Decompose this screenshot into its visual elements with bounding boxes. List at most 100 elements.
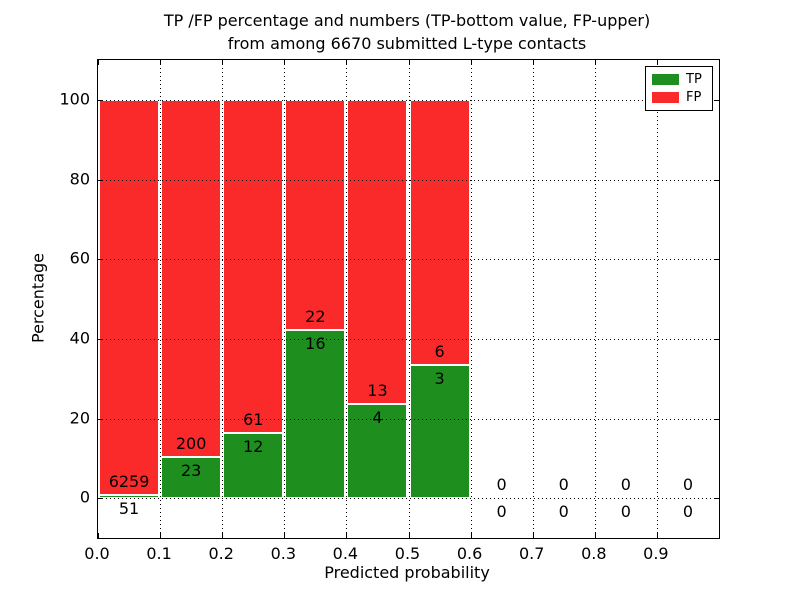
y-tick-mark [98,179,103,181]
tp-count-label: 0 [682,502,694,522]
bar-fp-segment [285,99,346,331]
tp-count-label: 51 [118,498,140,518]
v-gridline [470,60,472,538]
tp-count-label: 0 [496,502,507,522]
fp-count-label: 61 [243,409,264,429]
tp-color-swatch [652,73,679,85]
y-tick-label: 80 [69,169,90,188]
y-tick-mark [98,99,103,101]
x-tick-mark [346,533,348,538]
fp-count-label: 200 [175,434,207,454]
x-tick-mark [532,533,534,538]
plot-area: 6259 51 200 23 61 12 22 16 13 4 6 3 0 0 0 0 0 0 0 0 [97,59,720,539]
v-gridline [284,60,286,538]
v-gridline [594,60,596,538]
x-tick-mark [408,60,410,65]
x-tick-mark [284,533,286,538]
x-tick-label: 0.3 [270,544,297,563]
x-tick-mark [408,533,410,538]
x-tick-label: 0.6 [456,544,483,563]
x-tick-mark [470,533,472,538]
v-gridline [532,60,534,538]
y-tick-mark [714,99,719,101]
x-tick-label: 0.5 [394,544,421,563]
bar-fp-segment [409,99,470,366]
tp-count-label: 3 [434,369,445,389]
x-tick-label: 0.0 [84,544,110,563]
fp-count-label: 13 [367,381,388,401]
v-gridline [346,60,348,538]
x-tick-mark [222,60,224,65]
y-tick-mark [714,418,719,420]
x-tick-label: 0.4 [332,544,359,563]
x-tick-mark [532,60,534,65]
legend-item-fp: FP [652,91,706,104]
x-tick-label: 0.8 [581,544,607,563]
v-gridline [656,60,658,538]
x-tick-label: 0.9 [643,544,669,563]
x-tick-mark [656,60,658,65]
x-tick-mark [719,60,720,65]
bar-tp-segment [223,432,284,499]
x-tick-mark [222,533,224,538]
x-tick-mark [719,533,720,538]
legend-label-fp: FP [686,90,702,106]
legend-label-tp: TP [686,71,702,87]
fp-count-label: 0 [682,475,694,495]
bar-tp-segment [409,365,470,499]
bar-tp-segment [347,404,408,499]
v-gridline [222,60,224,538]
y-tick-mark [714,338,719,340]
x-tick-mark [284,60,286,65]
tp-count-label: 0 [558,502,569,522]
y-tick-mark [714,498,719,500]
x-tick-label: 0.1 [146,544,172,563]
fp-count-label: 6259 [108,471,150,491]
tp-count-label: 12 [243,436,264,456]
y-tick-label: 0 [79,487,90,507]
bar-fp-segment [161,99,222,458]
y-tick-label: 100 [59,89,90,109]
legend: TP FP [645,66,713,111]
x-tick-mark [160,533,162,538]
bar-fp-segment [223,99,284,433]
x-tick-mark [594,60,596,65]
tp-count-label: 4 [372,408,383,428]
x-tick-mark [594,533,596,538]
y-tick-mark [98,338,103,340]
legend-item-tp: TP [652,73,706,86]
bar-tp-segment [161,457,222,499]
tp-count-label: 16 [305,334,326,354]
chart-title-line2: from among 6670 submitted L-type contact… [227,34,587,53]
tp-count-label: 23 [180,461,202,481]
x-tick-label: 0.7 [518,544,545,563]
y-tick-mark [98,418,103,420]
v-gridline [408,60,410,538]
chart-title-line1: TP /FP percentage and numbers (TP-bottom… [163,11,651,30]
tp-count-label: 0 [620,502,631,522]
fp-count-label: 0 [620,475,631,495]
fp-count-label: 0 [496,475,507,495]
x-tick-mark [98,533,99,538]
x-tick-mark [346,60,348,65]
fp-count-label: 0 [558,475,569,495]
x-tick-mark [98,60,99,65]
fp-color-swatch [652,92,679,104]
y-tick-label: 40 [69,328,90,348]
y-tick-mark [98,259,103,261]
bar-tp-segment [285,330,346,499]
x-tick-label: 0.2 [208,544,234,563]
bar-tp-segment [99,494,160,499]
y-tick-mark [98,498,103,500]
x-tick-mark [656,533,658,538]
y-tick-mark [714,179,719,181]
v-gridline [160,60,162,538]
bar-fp-segment [99,99,160,495]
x-tick-mark [470,60,472,65]
y-tick-label: 60 [69,248,90,268]
x-tick-mark [160,60,162,65]
fp-count-label: 22 [305,307,326,327]
fp-count-label: 6 [434,342,445,362]
y-tick-label: 20 [69,408,90,427]
x-axis-label: Predicted probability [324,563,490,582]
